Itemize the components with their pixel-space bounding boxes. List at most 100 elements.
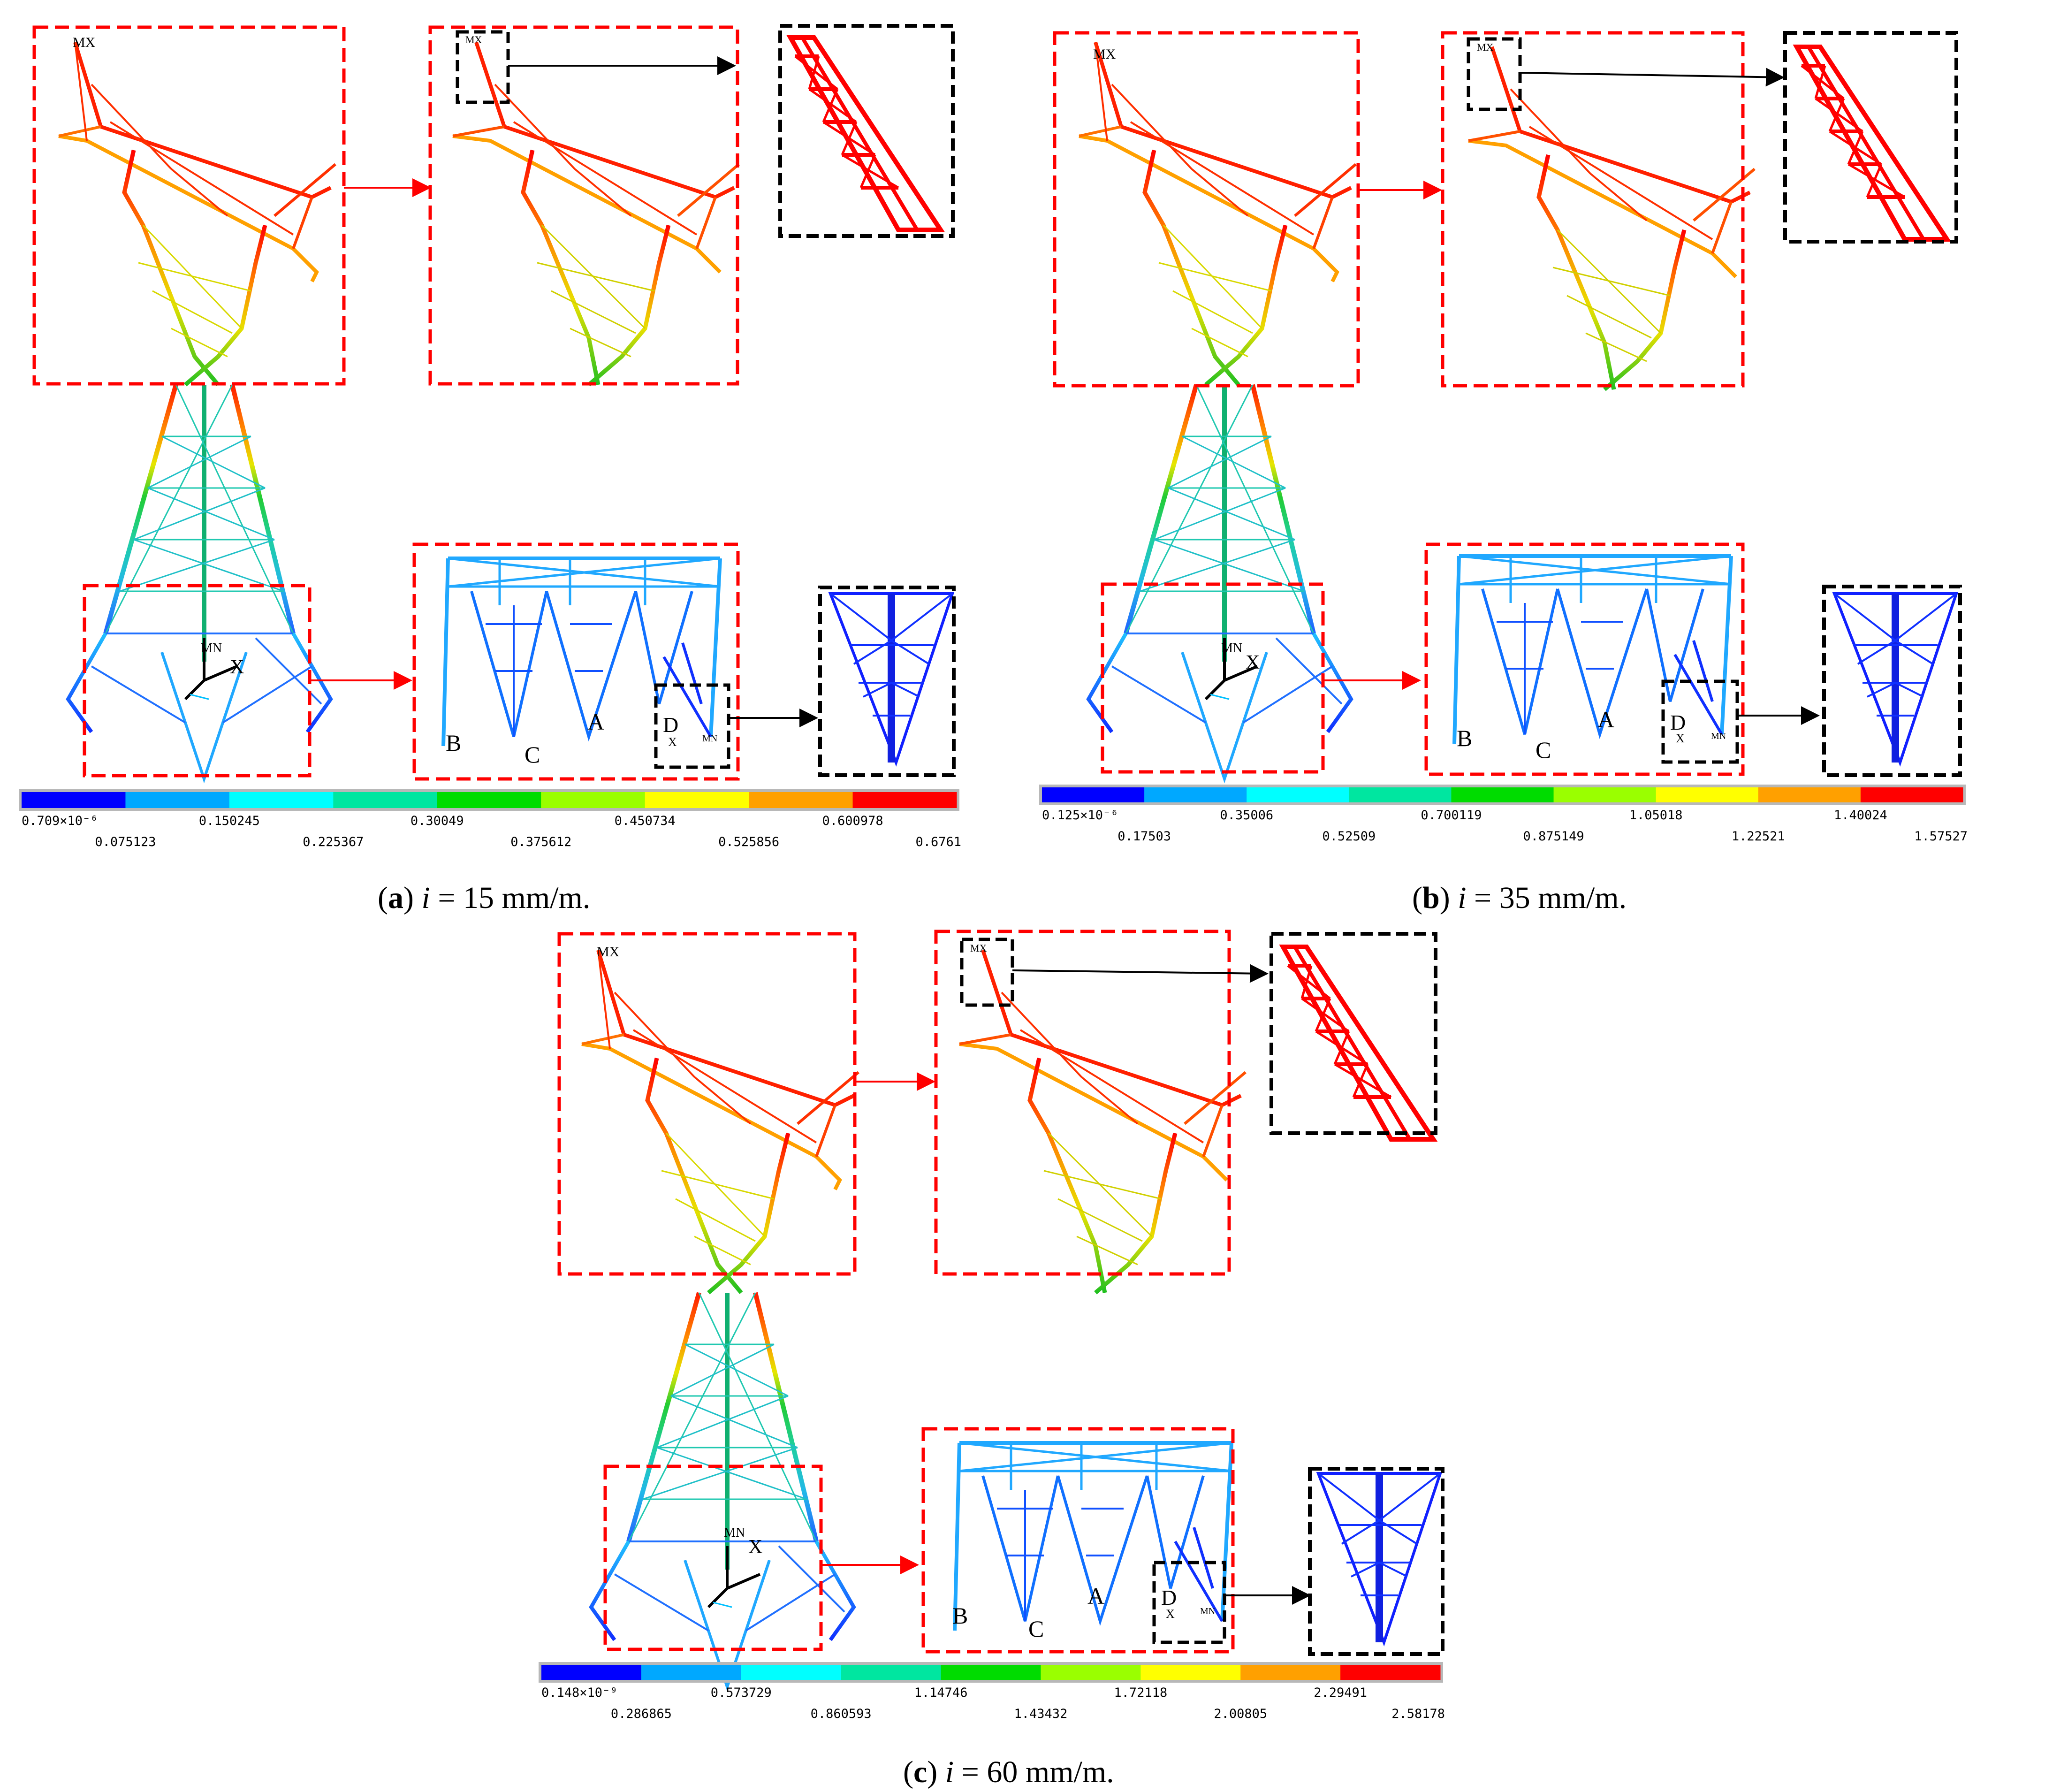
caption-letter-b: b xyxy=(1422,881,1440,915)
black-frame-leg-c xyxy=(1152,1561,1226,1644)
colorbar-swatch xyxy=(941,1665,1041,1680)
colorbar-tick-lower: 1.43432 xyxy=(1014,1707,1068,1721)
colorbar-tick-lower: 0.860593 xyxy=(811,1707,872,1721)
black-frame-leg-b xyxy=(1661,679,1739,764)
leg-c-label-c: C xyxy=(1028,1616,1044,1642)
colorbar-tick-upper: 0.35006 xyxy=(1220,808,1273,823)
red-frame-top-a xyxy=(32,25,346,386)
caption-var-c: i xyxy=(945,1755,954,1789)
x-axis-label-c: X xyxy=(748,1536,762,1558)
min-label-a: MN xyxy=(201,641,222,656)
colorbar-tick-lower: 0.525856 xyxy=(718,835,779,849)
arrow-tip-c xyxy=(1012,964,1269,983)
colorbar-swatch xyxy=(1860,787,1963,802)
max-label-c: MX xyxy=(597,944,620,960)
colorbar-tick-lower: 1.57527 xyxy=(1914,829,1968,844)
max-label-b: MX xyxy=(1093,46,1116,62)
colorbar-swatch xyxy=(1140,1665,1241,1680)
colorbar-tick-lower: 0.17503 xyxy=(1118,829,1171,844)
colorbar-swatch xyxy=(1758,787,1861,802)
colorbar-tick-upper: 0.148×10⁻⁹ xyxy=(541,1685,618,1700)
colorbar-tick-lower: 1.22521 xyxy=(1732,829,1785,844)
colorbar-b: 0.125×10⁻⁶ 0.35006 0.700119 1.05018 1.40024 0… xyxy=(1039,785,1968,844)
colorbar-swatch xyxy=(1240,1665,1341,1680)
caption-c: (c) i = 60 mm/m. xyxy=(903,1755,1114,1789)
colorbar-tick-upper: 0.450734 xyxy=(615,814,676,828)
caption-a: (a) i = 15 mm/m. xyxy=(378,881,590,915)
arrow-tip-b xyxy=(1520,68,1785,87)
colorbar-tick-lower: 0.286865 xyxy=(611,1707,672,1721)
colorbar-tick-upper: 1.72118 xyxy=(1114,1685,1167,1700)
full-tower-model-b xyxy=(1079,42,1356,779)
colorbar-swatch xyxy=(641,1665,742,1680)
colorbar-tick-lower: 2.58178 xyxy=(1391,1707,1445,1721)
colorbar-a: 0.709×10⁻⁶ 0.150245 0.30049 0.450734 0.60097… xyxy=(19,789,961,849)
caption-letter-a: a xyxy=(388,881,403,915)
colorbar-tick-lower: 0.52509 xyxy=(1322,829,1376,844)
colorbar-swatch xyxy=(1451,787,1554,802)
black-frame-inset-leg-c xyxy=(1308,1467,1444,1656)
x-label-zoom-a: X xyxy=(668,735,677,749)
caption-var-b: i xyxy=(1458,881,1466,915)
black-frame-inset-leg-b xyxy=(1822,585,1962,777)
colorbar-tick-lower: 0.875149 xyxy=(1523,829,1584,844)
leg-c-label-a: C xyxy=(525,741,540,768)
leg-a-label-c: A xyxy=(1087,1583,1104,1609)
colorbar-swatch xyxy=(1349,787,1452,802)
red-frame-zoom-base-a xyxy=(412,542,740,781)
inset-leg-b xyxy=(1834,594,1956,763)
x-label-zoom-c: X xyxy=(1166,1607,1175,1621)
red-frame-base-b xyxy=(1101,582,1325,774)
leg-d-label-b: D xyxy=(1670,710,1686,734)
caption-letter-c: c xyxy=(913,1755,927,1789)
colorbar-tick-upper: 0.600978 xyxy=(822,814,883,828)
colorbar-tick-upper: 0.125×10⁻⁶ xyxy=(1042,808,1118,823)
colorbar-swatch xyxy=(841,1665,942,1680)
colorbar-tick-lower: 0.6761 xyxy=(915,835,961,849)
colorbar-tick-upper: 0.573729 xyxy=(711,1685,772,1700)
caption-var-a: i xyxy=(421,881,430,915)
colorbar-swatch xyxy=(541,792,646,808)
black-frame-inset-tip-b xyxy=(1783,31,1958,244)
leg-b-label-b: B xyxy=(1457,725,1472,751)
colorbar-tick-upper: 1.40024 xyxy=(1834,808,1887,823)
colorbar-swatch xyxy=(645,792,749,808)
colorbar-tick-upper: 2.29491 xyxy=(1314,1685,1367,1700)
colorbar-tick-upper: 1.05018 xyxy=(1629,808,1683,823)
black-frame-tip-b xyxy=(1467,37,1522,111)
colorbar-swatch xyxy=(22,792,126,808)
max-label-a: MX xyxy=(73,35,96,50)
black-frame-tip-c xyxy=(960,938,1014,1007)
colorbar-swatch xyxy=(852,792,957,808)
colorbar-swatch xyxy=(1144,787,1247,802)
colorbar-swatch xyxy=(749,792,853,808)
inset-tip-b xyxy=(1797,47,1947,239)
colorbar-tick-upper: 0.709×10⁻⁶ xyxy=(22,814,98,828)
black-frame-inset-tip-a xyxy=(778,24,955,238)
min-label-c: MN xyxy=(724,1525,745,1540)
leg-d-label-a: D xyxy=(663,713,678,737)
zoom-base-a xyxy=(443,558,720,746)
inset-leg-c xyxy=(1318,1473,1440,1642)
panel-a: MX MN X MX B C A D X MN 0.709×10⁻⁶ 0.1502… xyxy=(19,24,961,915)
inset-tip-a xyxy=(791,38,941,230)
colorbar-swatch xyxy=(1041,1665,1141,1680)
red-frame-base-a xyxy=(83,584,312,778)
max-label-zoom-b: MX xyxy=(1477,41,1494,53)
colorbar-swatch xyxy=(229,792,334,808)
black-frame-leg-a xyxy=(654,683,730,769)
full-tower-model-a xyxy=(59,42,335,779)
colorbar-swatch xyxy=(125,792,230,808)
min-label-b: MN xyxy=(1221,641,1242,656)
inset-leg-a xyxy=(830,594,952,763)
panel-b: MX MN X MX B C A D X MN 0.125×10⁻⁶ 0.3500… xyxy=(1039,31,1968,915)
colorbar-tick-lower: 0.225367 xyxy=(303,835,364,849)
red-frame-top-b xyxy=(1053,31,1360,388)
red-frame-zoom-base-c xyxy=(921,1427,1235,1654)
leg-c-label-b: C xyxy=(1536,737,1551,763)
full-tower-model-c xyxy=(582,950,859,1687)
colorbar-swatch xyxy=(1042,787,1145,802)
min-label-zoom-c: MN xyxy=(1200,1606,1215,1617)
colorbar-swatch xyxy=(741,1665,842,1680)
